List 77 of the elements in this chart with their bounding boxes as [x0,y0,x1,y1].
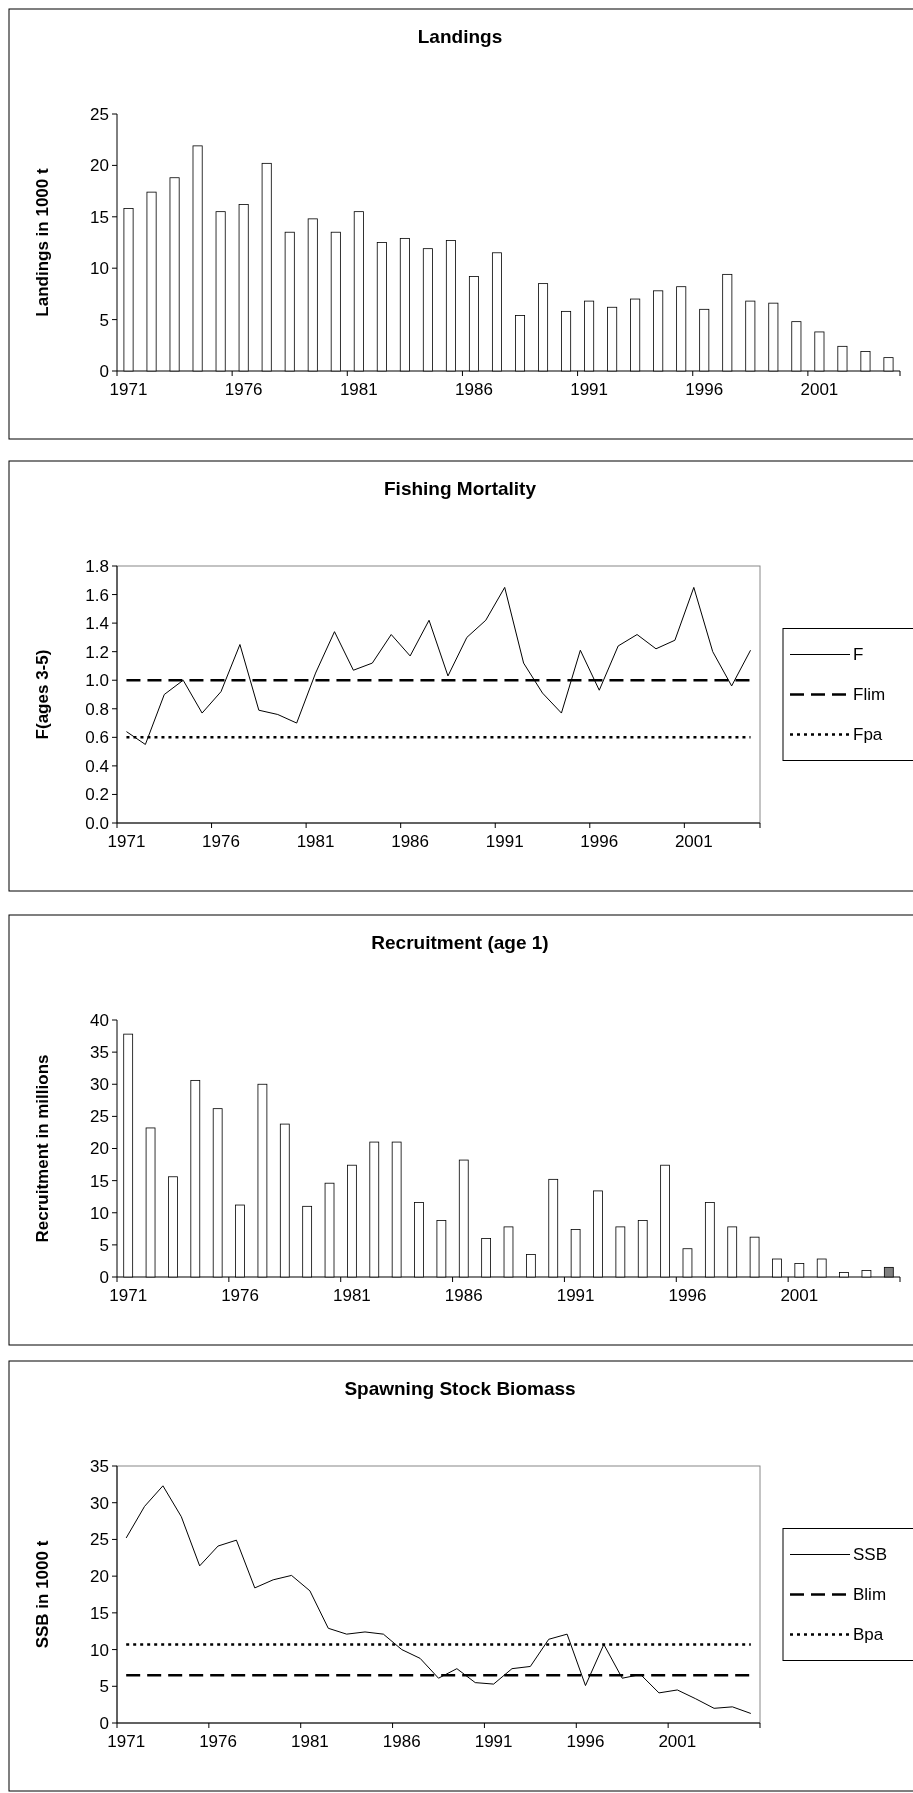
chart-title: Fishing Mortality [384,478,537,499]
x-tick-label: 1991 [485,832,524,851]
x-tick-label: 1986 [382,1732,421,1751]
x-tick-label: 1971 [107,832,146,851]
y-tick-label: 25 [90,104,109,124]
y-tick-label: 0.0 [85,813,109,833]
x-tick-label: 2001 [674,832,713,851]
y-tick-label: 35 [90,1456,109,1476]
x-tick-label: 1971 [107,1732,146,1751]
y-tick-label: 5 [99,1235,109,1255]
y-tick-label: 0.8 [85,699,109,719]
y-tick-label: 0.4 [85,756,109,776]
x-tick-label: 2001 [800,380,839,399]
x-tick-label: 1986 [444,1286,483,1305]
y-axis-title: Recruitment in millions [33,1054,52,1243]
x-tick-label: 1986 [391,832,430,851]
y-tick-label: 15 [90,1603,109,1623]
y-tick-label: 0 [99,1713,109,1733]
y-axis-title: F(ages 3-5) [33,649,52,740]
y-tick-label: 30 [90,1493,109,1513]
x-tick-label: 1981 [332,1286,371,1305]
x-tick-label: 1981 [339,380,378,399]
y-tick-label: 15 [90,207,109,227]
x-tick-label: 1981 [296,832,335,851]
x-tick-label: 1976 [221,1286,259,1305]
y-tick-label: 10 [90,1203,109,1223]
x-tick-label: 2001 [780,1286,819,1305]
y-tick-label: 10 [90,1640,109,1660]
y-tick-label: 40 [90,1010,109,1030]
y-tick-label: 20 [90,1139,109,1159]
y-tick-label: 20 [90,1567,109,1587]
legend-label: Bpa [853,1625,884,1645]
x-tick-label: 1991 [474,1732,513,1751]
x-tick-label: 1996 [668,1286,707,1305]
x-tick-label: 1986 [455,380,493,399]
y-tick-label: 1.0 [85,671,109,691]
y-tick-label: 35 [90,1043,109,1063]
y-tick-label: 1.8 [85,556,109,576]
y-axis-title: Landings in 1000 t [33,168,52,317]
legend-label: Blim [853,1585,887,1605]
legend-label: SSB [853,1545,888,1565]
legend-label: Flim [853,685,886,705]
legend-label: Fpa [853,725,883,745]
x-tick-label: 1976 [202,832,240,851]
x-tick-label: 1991 [570,380,609,399]
y-tick-label: 1.4 [85,614,109,634]
line-series [125,586,752,745]
y-tick-label: 5 [99,310,109,330]
x-tick-label: 1981 [290,1732,329,1751]
x-tick-label: 1976 [224,380,263,399]
y-tick-label: 0 [99,1267,109,1287]
x-tick-label: 1996 [685,380,724,399]
y-tick-label: 20 [90,156,109,176]
legend-label: F [853,645,864,665]
chart-title: Landings [417,26,503,47]
y-tick-label: 25 [90,1107,109,1127]
x-tick-label: 2001 [658,1732,697,1751]
y-axis-title: SSB in 1000 t [33,1540,52,1649]
y-tick-label: 0 [99,361,109,381]
chart-title: Spawning Stock Biomass [344,1378,576,1399]
y-tick-label: 5 [99,1677,109,1697]
y-tick-label: 15 [90,1171,109,1191]
chart-title: Recruitment (age 1) [371,932,549,953]
x-tick-label: 1971 [109,380,148,399]
line-series [125,1485,752,1714]
y-tick-label: 10 [90,259,109,279]
y-tick-label: 1.6 [85,585,109,605]
x-tick-label: 1996 [566,1732,605,1751]
x-tick-label: 1976 [199,1732,237,1751]
y-tick-label: 30 [90,1075,109,1095]
x-tick-label: 1991 [556,1286,595,1305]
y-tick-label: 0.6 [85,728,109,748]
y-tick-label: 25 [90,1530,109,1550]
x-tick-label: 1971 [109,1286,148,1305]
y-tick-label: 1.2 [85,642,109,662]
y-tick-label: 0.2 [85,785,109,805]
x-tick-label: 1996 [580,832,619,851]
